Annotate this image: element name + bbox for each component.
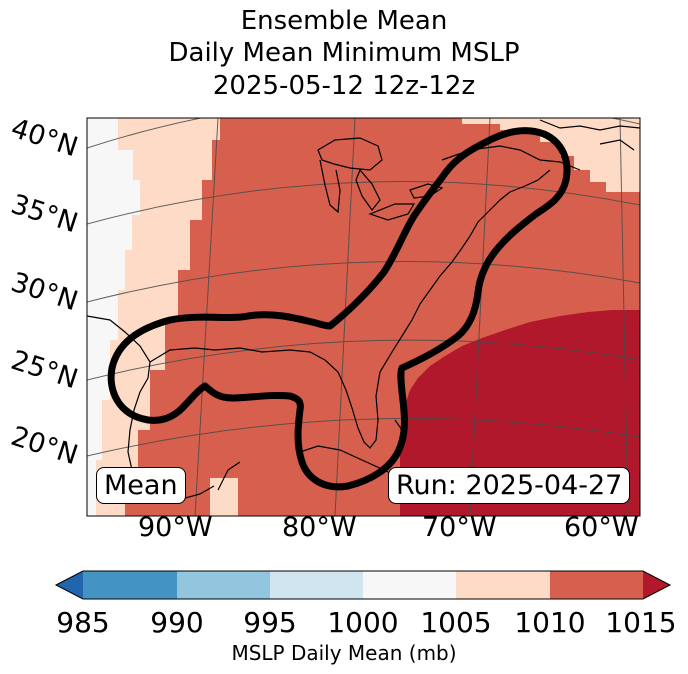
colorbar-tick-1015: 1015 — [605, 606, 677, 639]
colorbar-extend-min — [56, 571, 83, 599]
field-1005-1010-northeast — [462, 118, 640, 192]
contour-outline — [107, 127, 571, 491]
lon-label-70w: 70°W — [422, 512, 497, 543]
lon-label-80w: 80°W — [282, 512, 357, 543]
lon-label-90w: 90°W — [138, 512, 213, 543]
colorbar-tick-990: 990 — [150, 606, 204, 639]
title-line-2: Daily Mean Minimum MSLP — [168, 38, 520, 68]
colorbar-tick-985: 985 — [56, 606, 110, 639]
title-line-1: Ensemble Mean — [240, 6, 448, 36]
mean-label-box: Mean — [96, 467, 186, 504]
lon-label-60w: 60°W — [564, 512, 639, 543]
run-date-box: Run: 2025-04-27 — [388, 467, 631, 504]
colorbar-bin-1000-1005 — [363, 571, 456, 599]
title-line-3: 2025-05-12 12z-12z — [212, 71, 476, 101]
colorbar-outline — [54, 570, 672, 600]
field-1005-1010-south — [210, 478, 238, 516]
field-1005-1010-west — [96, 118, 220, 516]
colorbar-tick-1005: 1005 — [420, 606, 492, 639]
field-1000-1005-west — [87, 118, 140, 516]
colorbar-label: MSLP Daily Mean (mb) — [231, 641, 457, 665]
colorbar-bin-985-990 — [83, 571, 177, 599]
colorbar-bin-995-1000 — [270, 571, 363, 599]
colorbar-bin-1010-1015 — [550, 571, 643, 599]
colorbar-tick-995: 995 — [243, 606, 297, 639]
field-1015-plus — [400, 310, 640, 516]
colorbar-bin-1005-1010 — [456, 571, 550, 599]
map-frame — [86, 117, 641, 517]
colorbar-tick-1000: 1000 — [327, 606, 399, 639]
colorbar-extend-max — [643, 571, 670, 599]
colorbar-tick-1010: 1010 — [514, 606, 586, 639]
colorbar-bin-990-995 — [177, 571, 270, 599]
